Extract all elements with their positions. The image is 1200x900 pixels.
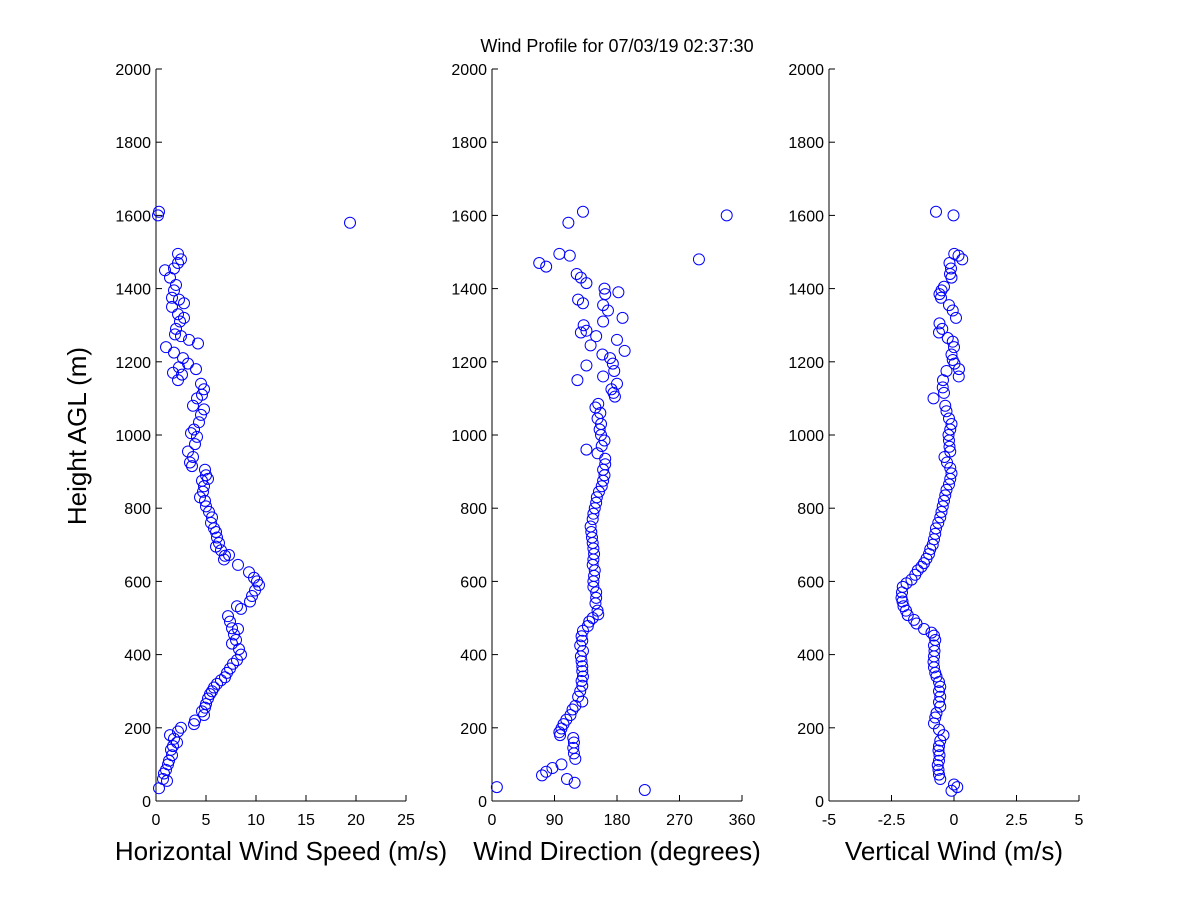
speed-y-tick-label: 1800 [115, 135, 151, 152]
direction-x-tick-label: 0 [488, 812, 497, 829]
vertical-y-tick-label: 1600 [788, 208, 824, 225]
vertical-x-axis-label: Vertical Wind (m/s) [845, 836, 1063, 866]
y-axis-label: Height AGL (m) [62, 347, 92, 525]
speed-y-tick-label: 1400 [115, 282, 151, 299]
speed-y-tick-label: 1000 [115, 428, 151, 445]
speed-x-tick-label: 20 [347, 812, 365, 829]
speed-y-tick-label: 800 [124, 501, 151, 518]
vertical-y-tick-label: 0 [815, 794, 824, 811]
vertical-y-tick-label: 1800 [788, 135, 824, 152]
direction-y-tick-label: 1200 [451, 355, 487, 372]
speed-y-tick-label: 400 [124, 648, 151, 665]
direction-y-tick-label: 1400 [451, 282, 487, 299]
figure-background [0, 0, 1200, 900]
direction-y-tick-label: 0 [478, 794, 487, 811]
vertical-y-tick-label: 2000 [788, 62, 824, 79]
speed-y-tick-label: 2000 [115, 62, 151, 79]
speed-x-tick-label: 10 [247, 812, 265, 829]
speed-y-tick-label: 1600 [115, 208, 151, 225]
direction-x-tick-label: 90 [546, 812, 564, 829]
direction-y-tick-label: 600 [460, 574, 487, 591]
direction-x-axis-label: Wind Direction (degrees) [473, 836, 761, 866]
vertical-x-tick-label: -2.5 [878, 812, 906, 829]
speed-y-tick-label: 600 [124, 574, 151, 591]
vertical-x-tick-label: 2.5 [1005, 812, 1027, 829]
direction-y-tick-label: 1000 [451, 428, 487, 445]
vertical-y-tick-label: 1000 [788, 428, 824, 445]
speed-y-tick-label: 0 [142, 794, 151, 811]
speed-x-tick-label: 25 [397, 812, 415, 829]
vertical-y-tick-label: 800 [797, 501, 824, 518]
direction-y-tick-label: 200 [460, 721, 487, 738]
figure-title: Wind Profile for 07/03/19 02:37:30 [480, 36, 753, 56]
vertical-y-tick-label: 1200 [788, 355, 824, 372]
direction-x-tick-label: 360 [729, 812, 756, 829]
direction-y-tick-label: 1800 [451, 135, 487, 152]
speed-x-tick-label: 15 [297, 812, 315, 829]
speed-x-axis-label: Horizontal Wind Speed (m/s) [115, 836, 447, 866]
speed-x-tick-label: 5 [202, 812, 211, 829]
vertical-y-tick-label: 200 [797, 721, 824, 738]
direction-x-tick-label: 270 [666, 812, 693, 829]
speed-x-tick-label: 0 [152, 812, 161, 829]
direction-y-tick-label: 2000 [451, 62, 487, 79]
vertical-x-tick-label: -5 [822, 812, 836, 829]
vertical-y-tick-label: 1400 [788, 282, 824, 299]
speed-y-tick-label: 1200 [115, 355, 151, 372]
vertical-x-tick-label: 0 [950, 812, 959, 829]
vertical-y-tick-label: 400 [797, 648, 824, 665]
direction-y-tick-label: 400 [460, 648, 487, 665]
direction-x-tick-label: 180 [604, 812, 631, 829]
direction-y-tick-label: 1600 [451, 208, 487, 225]
speed-y-tick-label: 200 [124, 721, 151, 738]
wind-profile-figure: Wind Profile for 07/03/19 02:37:30 Heigh… [0, 0, 1200, 900]
direction-y-tick-label: 800 [460, 501, 487, 518]
vertical-x-tick-label: 5 [1075, 812, 1084, 829]
vertical-y-tick-label: 600 [797, 574, 824, 591]
